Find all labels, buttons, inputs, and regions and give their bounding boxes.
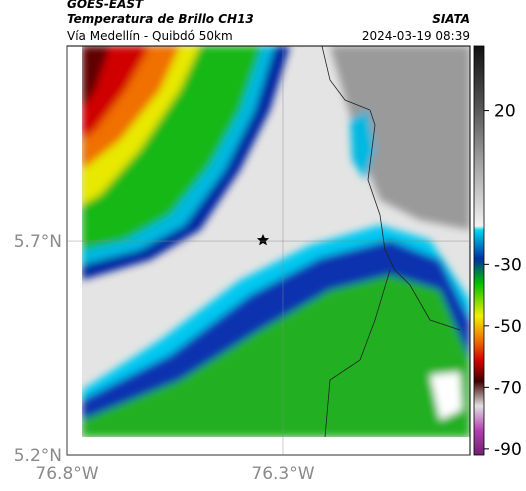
colorbar-tick-label: -30 <box>494 255 522 275</box>
source: SIATA <box>432 12 470 26</box>
colorbar-tick-label: -70 <box>494 378 522 398</box>
x-tick-label: 76.3°W <box>251 464 314 484</box>
route: Vía Medellín - Quibdó 50km <box>67 29 233 43</box>
y-tick-label: 5.2°N <box>14 446 62 466</box>
satellite: GOES-EAST <box>67 0 144 11</box>
colorbar-tick-label: -50 <box>494 317 522 337</box>
satellite-image <box>82 46 470 437</box>
colorbar-tick-label: -90 <box>494 440 522 460</box>
location-marker <box>256 234 270 246</box>
colorbar <box>473 45 485 456</box>
datetime: 2024-03-19 08:39 <box>362 29 470 43</box>
x-tick-label: 76.8°W <box>35 464 98 484</box>
product: Temperatura de Brillo CH13 <box>67 12 254 26</box>
y-tick-label: 5.7°N <box>14 232 62 252</box>
colorbar-tick-label: 20 <box>494 102 516 122</box>
